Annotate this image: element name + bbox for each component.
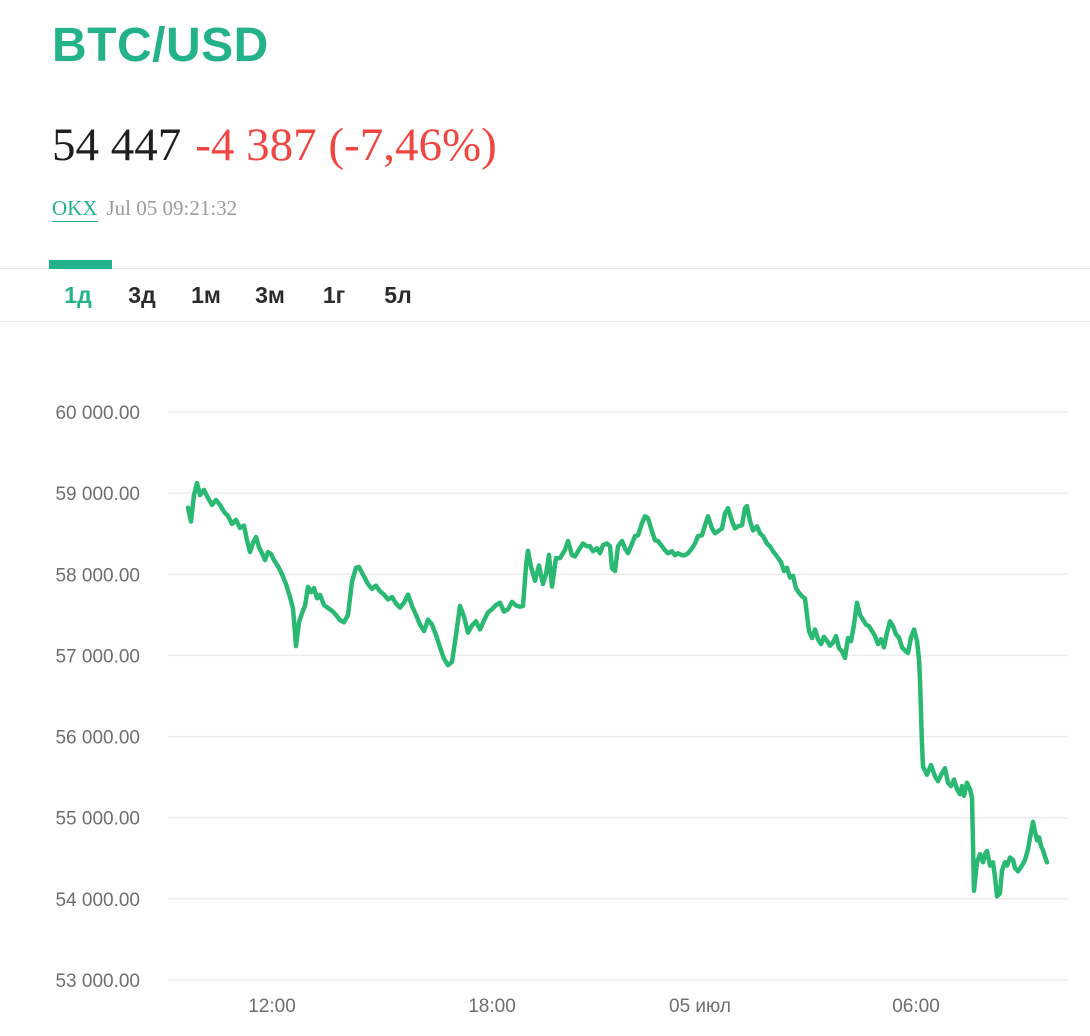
- x-axis-tick-label: 12:00: [248, 996, 296, 1017]
- tab-1m[interactable]: 1м: [191, 281, 221, 308]
- price-chart[interactable]: 60 000.00 59 000.00 58 000.00 57 000.00 56 0…: [0, 380, 1090, 1036]
- pair-title: BTC/USD: [52, 19, 269, 72]
- y-axis-tick-label: 56 000.00: [55, 728, 140, 749]
- tab-3d[interactable]: 3д: [128, 281, 156, 308]
- source-row: OKX Jul 05 09:21:32: [52, 195, 237, 222]
- active-tab-indicator: [49, 260, 112, 269]
- x-axis-tick-label: 18:00: [468, 996, 516, 1017]
- y-axis-tick-label: 58 000.00: [55, 565, 140, 586]
- x-axis-tick-label: 06:00: [892, 996, 940, 1017]
- price-line-series: [185, 480, 1050, 899]
- y-axis-tick-label: 60 000.00: [55, 403, 140, 424]
- quote-timestamp: Jul 05 09:21:32: [106, 196, 238, 220]
- tab-3m[interactable]: 3м: [255, 281, 285, 308]
- tab-1y[interactable]: 1г: [322, 281, 346, 308]
- y-axis-tick-label: 55 000.00: [55, 809, 140, 830]
- tab-1d[interactable]: 1д: [64, 281, 92, 308]
- source-link[interactable]: OKX: [52, 196, 98, 222]
- y-axis-tick-label: 54 000.00: [55, 890, 140, 911]
- y-axis-tick-label: 57 000.00: [55, 646, 140, 667]
- x-axis-tick-label: 05 июл: [669, 996, 731, 1017]
- last-price: 54 447: [52, 119, 182, 171]
- y-axis-tick-label: 59 000.00: [55, 484, 140, 505]
- y-axis-tick-label: 53 000.00: [55, 971, 140, 992]
- price-change: -4 387 (-7,46%): [195, 119, 497, 171]
- range-tabbar: 1д 3д 1м 3м 1г 5л: [0, 260, 1090, 322]
- tab-5y[interactable]: 5л: [384, 281, 412, 308]
- price-row: 54 447 -4 387 (-7,46%): [52, 116, 497, 175]
